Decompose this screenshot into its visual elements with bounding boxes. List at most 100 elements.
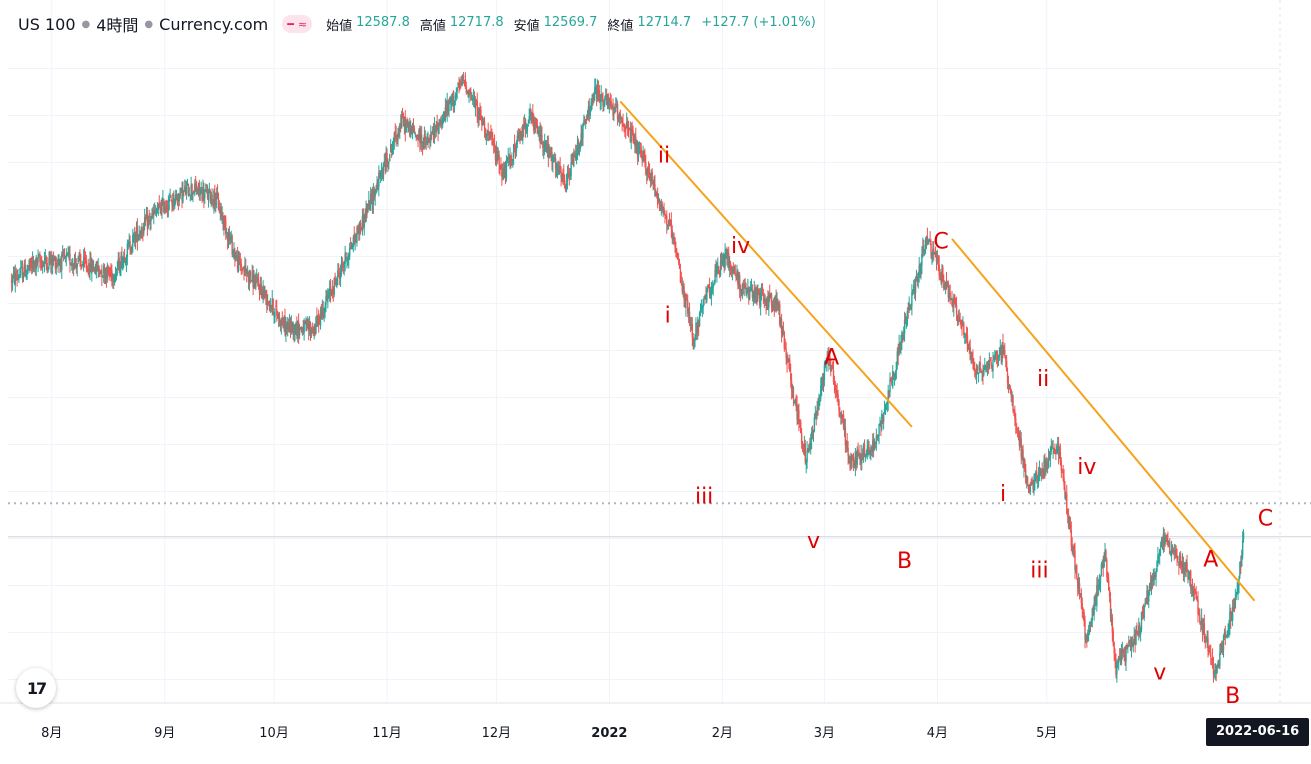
candle-body (492, 144, 495, 146)
candle-body (900, 344, 902, 350)
candle-body (256, 278, 259, 282)
candle-body (209, 190, 211, 203)
candle-body (1164, 536, 1166, 544)
candle-body (10, 279, 13, 284)
candle-body (360, 229, 363, 231)
candle-body (1069, 524, 1072, 529)
candle-body (883, 409, 886, 414)
candle-body (1154, 575, 1156, 577)
candle-body (1118, 655, 1121, 658)
candle-body (332, 292, 334, 295)
candle-body (574, 154, 576, 157)
candle-body (1225, 635, 1227, 638)
candle-body (437, 122, 439, 134)
candle-body (176, 196, 179, 201)
candle-body (229, 238, 232, 241)
candle-body (945, 281, 948, 287)
candle-body (163, 199, 165, 213)
candle-body (1123, 650, 1125, 653)
candle-body (131, 246, 133, 250)
candle-body (542, 142, 544, 148)
candle-body (820, 385, 822, 399)
candle-body (582, 123, 584, 139)
candle-body (740, 290, 743, 293)
candle-body (573, 155, 575, 167)
candle-body (327, 295, 329, 303)
candle-body (896, 351, 899, 364)
candle-body (63, 253, 66, 259)
candle-body (267, 301, 270, 304)
candle-body (787, 359, 789, 362)
candle-body (891, 381, 893, 385)
candle-body (841, 414, 844, 417)
candle-body (208, 188, 211, 190)
candle-body (1145, 601, 1147, 603)
candle-body (379, 173, 381, 179)
candle-body (1128, 640, 1131, 642)
candle-body (130, 249, 132, 252)
candle-body (1042, 470, 1044, 472)
candle-body (413, 128, 416, 133)
candle-body (150, 219, 152, 222)
candle-body (663, 208, 665, 215)
candle-body (539, 131, 541, 144)
candle-body (863, 444, 866, 457)
candle-body (732, 267, 734, 273)
candle-body (343, 263, 345, 268)
compare-toggle[interactable]: ━ ≈ (282, 15, 313, 33)
candle-body (956, 316, 959, 320)
candle-body (541, 134, 543, 145)
candle-body (215, 192, 218, 200)
candle-body (439, 123, 441, 125)
candle-body (572, 159, 574, 165)
candle-body (402, 119, 405, 127)
candle-body (42, 263, 45, 265)
candle-body (1199, 614, 1201, 623)
candle-body (468, 90, 470, 98)
candle-body (1088, 621, 1091, 632)
candle-body (763, 297, 765, 302)
candle-body (779, 318, 782, 326)
candle-body (445, 105, 447, 116)
candle-body (77, 257, 79, 263)
approx-icon: ≈ (297, 17, 308, 31)
candle-body (911, 292, 913, 307)
candle-body (656, 193, 658, 196)
candle-body (638, 146, 641, 149)
tradingview-logo-icon[interactable]: 17 (16, 668, 56, 708)
candle-body (583, 120, 585, 123)
candle-body (717, 264, 719, 270)
candle-body (603, 104, 605, 107)
candle-body (831, 368, 833, 370)
candle-body (362, 216, 365, 226)
candle-body (1103, 556, 1105, 567)
candle-body (543, 149, 545, 151)
symbol-name[interactable]: US 100 (18, 14, 76, 34)
candle-body (135, 227, 138, 235)
candle-body (597, 89, 600, 93)
candle-body (212, 201, 214, 204)
candle-body (239, 260, 242, 266)
candle-body (790, 380, 793, 390)
candle-body (81, 264, 83, 268)
candle-body (369, 193, 372, 211)
candle-body (512, 158, 514, 161)
candle-body (46, 262, 48, 270)
candle-body (1055, 451, 1057, 455)
candle-body (615, 104, 618, 108)
candle-body (326, 296, 328, 301)
candle-body (1080, 593, 1083, 604)
candle-body (49, 259, 51, 262)
candle-body (391, 144, 394, 152)
candle-body (310, 328, 313, 334)
candle-body (702, 299, 704, 308)
candle-body (236, 255, 238, 257)
candle-body (1052, 448, 1054, 450)
candle-body (585, 119, 588, 121)
candle-body (882, 412, 885, 423)
candle-body (1089, 623, 1092, 627)
candle-body (1032, 482, 1034, 490)
candle-body (547, 143, 550, 159)
interval-label[interactable]: 4時間 (96, 16, 139, 35)
